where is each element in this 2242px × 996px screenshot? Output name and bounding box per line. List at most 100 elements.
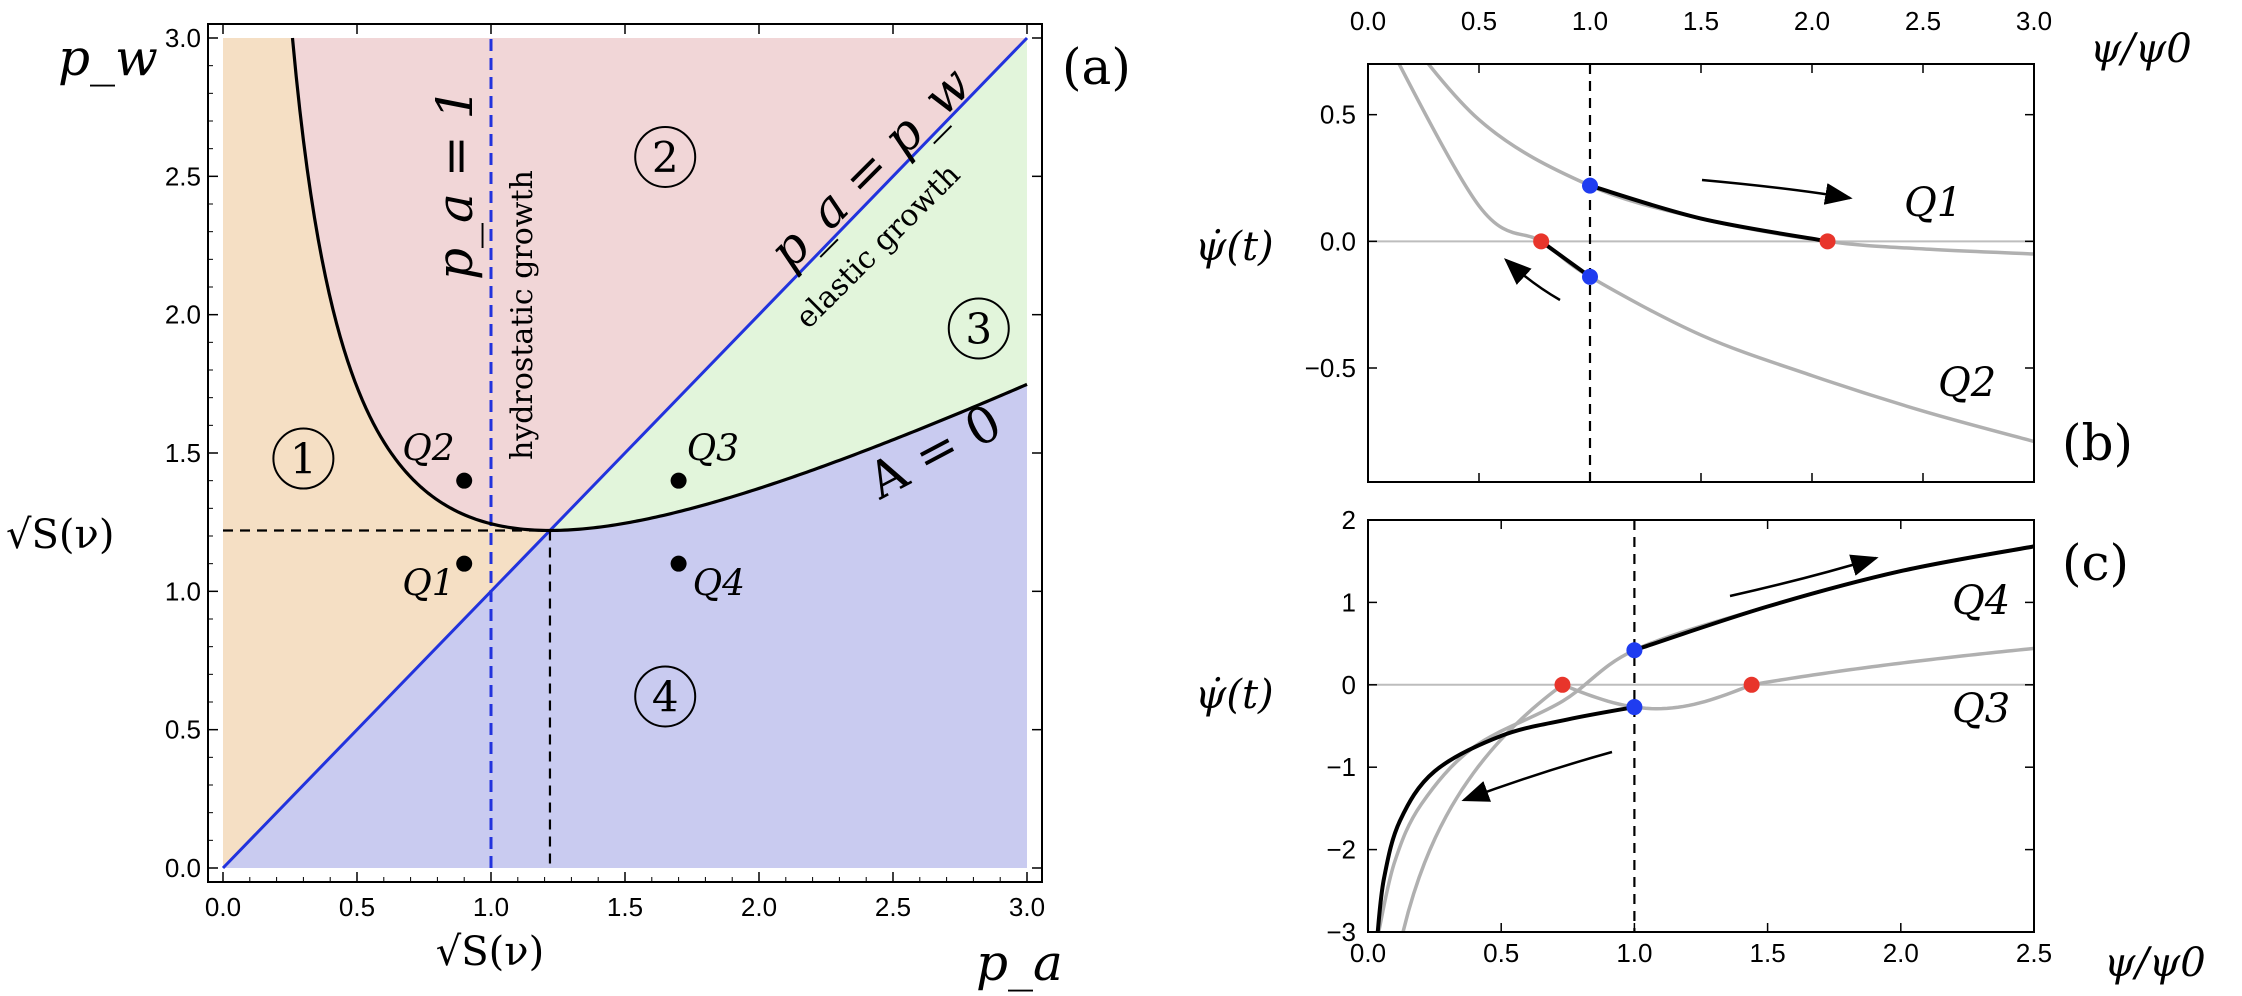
- y-tick-label: 1.0: [165, 576, 201, 606]
- panel-c-xlabel: ψ/ψ0: [2104, 940, 2206, 986]
- point-label-Q1: Q1: [402, 564, 454, 605]
- x-tick-label: 1.0: [1616, 938, 1652, 968]
- y-tick-label: 2.0: [165, 300, 201, 330]
- y-tick-label: 0.0: [165, 853, 201, 883]
- region-2-fill: [292, 38, 1028, 531]
- point-Q4: [670, 555, 687, 572]
- region-1-label: 1: [290, 435, 317, 484]
- panel-c-label-Q3: Q3: [1952, 686, 2010, 732]
- series-Q4-trajectory: [1633, 544, 2034, 653]
- y-tick-label: 1: [1342, 587, 1356, 617]
- initial-point: [1582, 177, 1598, 194]
- region-2-label: 2: [652, 133, 679, 182]
- panel-b-xlabel: ψ/ψ0: [2090, 26, 2192, 72]
- panel-c-ylabel: ψ̇(t): [1195, 672, 1274, 718]
- x-tick-label: 0.0: [205, 892, 241, 922]
- sqrtS-x-label: √S(ν): [436, 929, 544, 975]
- region-3-circle: [947, 297, 1010, 360]
- x-tick-label: 0.5: [339, 892, 375, 922]
- region-1-fill: [223, 38, 550, 868]
- panel-c-label-Q4: Q4: [1952, 578, 2010, 624]
- x-tick-label: 1.0: [473, 892, 509, 922]
- x-tick-label: 1.5: [1750, 938, 1786, 968]
- y-tick-label: 3.0: [165, 23, 201, 53]
- panel-b-label-Q2: Q2: [1938, 360, 1996, 406]
- y-tick-label: 2.5: [165, 161, 201, 191]
- x-tick-label: 2.0: [1883, 938, 1919, 968]
- panel-c-frame: [1367, 519, 2035, 933]
- panel-a-label: (a): [1062, 38, 1131, 96]
- series-Q4-curve: [1376, 544, 2034, 932]
- sqrtS-y-label: √S(ν): [6, 512, 114, 558]
- series-Q1-trajectory: [1589, 183, 1828, 244]
- panel-a-points: Q1 Q2 Q3 Q4: [402, 429, 745, 605]
- region-labels: 1 2 3 4: [272, 125, 1010, 728]
- panel-c-arrow-left: [1461, 750, 1613, 802]
- region-4-label: 4: [652, 672, 679, 721]
- panel-a-ticks: 0.0 0.5 1.0 1.5 2.0 2.5 3.0 0.0 0.5 1.0 1.5 2.0 2.5 3…: [165, 23, 1045, 922]
- panel-b-points: [1533, 177, 1836, 285]
- fixed-point: [1819, 233, 1836, 250]
- panel-b-frame: [1367, 63, 2035, 483]
- initial-point: [1626, 642, 1643, 659]
- x-tick-label: 3.0: [2016, 6, 2052, 36]
- fixed-point: [1554, 676, 1571, 693]
- y-tick-label: −0.5: [1305, 353, 1356, 383]
- point-Q1: [456, 555, 473, 572]
- panel-a-phase-diagram: 0.0 0.5 1.0 1.5 2.0 2.5 3.0 0.0 0.5 1.0 1.5 2.0 2.5 3…: [6, 23, 1131, 992]
- panel-b-arrow-left: [1503, 258, 1561, 302]
- y-tick-label: 0.5: [1320, 100, 1356, 130]
- panel-b-arrow-right: [1701, 178, 1853, 205]
- series-Q3-curve: [1401, 646, 2034, 932]
- series-Q3-trajectory: [1375, 705, 1635, 932]
- x-tick-label: 2.5: [1905, 6, 1941, 36]
- point-label-Q3: Q3: [687, 429, 739, 470]
- panel-b-ylabel: ψ̇(t): [1195, 224, 1274, 270]
- panel-b-ticks: 0.0 0.5 1.0 1.5 2.0 2.5 3.0 −0.5 0.0 0.5: [1305, 6, 2052, 482]
- initial-point: [1582, 268, 1598, 285]
- point-label-Q2: Q2: [402, 429, 454, 470]
- series-Q2-trajectory: [1539, 239, 1592, 279]
- panel-c-ticks: 0.0 0.5 1.0 1.5 2.0 2.5 −3 −2 −1 0 1 2: [1326, 505, 2052, 968]
- y-tick-label: −3: [1326, 917, 1356, 947]
- x-tick-label: 2.0: [1794, 6, 1830, 36]
- panel-b-rate-plot: 0.0 0.5 1.0 1.5 2.0 2.5 3.0 −0.5 0.0 0.5 Q1 Q2 (b…: [1195, 6, 2192, 483]
- region-2-circle: [634, 125, 697, 188]
- x-tick-label: 2.5: [875, 892, 911, 922]
- x-tick-label: 1.5: [607, 892, 643, 922]
- panel-c-arrow-right: [1729, 554, 1879, 598]
- series-Q2-curve: [1397, 64, 2034, 444]
- label-pa-equals-1: p_a = 1: [426, 88, 484, 280]
- point-Q3: [670, 472, 687, 489]
- x-tick-label: 2.0: [741, 892, 777, 922]
- x-tick-label: 0.0: [1350, 6, 1386, 36]
- region-4-fill: [223, 384, 1027, 868]
- curve-A-equals-0: [290, 37, 1028, 533]
- curve-pa-equals-pw: [221, 36, 1029, 870]
- panel-c-label: (c): [2062, 534, 2129, 592]
- y-tick-label: 1.5: [165, 438, 201, 468]
- x-tick-label: 0.5: [1483, 938, 1519, 968]
- x-tick-label: 1.0: [1572, 6, 1608, 36]
- point-Q2: [456, 472, 473, 489]
- x-tick-label: 3.0: [1009, 892, 1045, 922]
- y-tick-label: 0.5: [165, 715, 201, 745]
- region-1-circle: [272, 427, 335, 490]
- point-label-Q4: Q4: [693, 564, 745, 605]
- initial-point: [1626, 699, 1643, 716]
- y-tick-label: 0: [1342, 670, 1356, 700]
- y-tick-label: 2: [1342, 505, 1356, 535]
- y-tick-label: −2: [1326, 835, 1356, 865]
- y-tick-label: −1: [1326, 752, 1356, 782]
- y-tick-label: 0.0: [1320, 226, 1356, 256]
- panel-b-label: (b): [2062, 414, 2133, 472]
- panel-a-ylabel: p_w: [58, 29, 158, 87]
- label-hydrostatic-growth: hydrostatic growth: [505, 170, 540, 460]
- region-4-circle: [634, 665, 697, 728]
- panel-c-rate-plot: 0.0 0.5 1.0 1.5 2.0 2.5 −3 −2 −1 0 1 2 Q4 Q3 (c) ψ̇…: [1195, 505, 2206, 986]
- x-tick-label: 0.0: [1350, 938, 1386, 968]
- fixed-point: [1533, 233, 1550, 250]
- panel-b-label-Q1: Q1: [1904, 180, 1962, 226]
- region-3-label: 3: [965, 305, 992, 354]
